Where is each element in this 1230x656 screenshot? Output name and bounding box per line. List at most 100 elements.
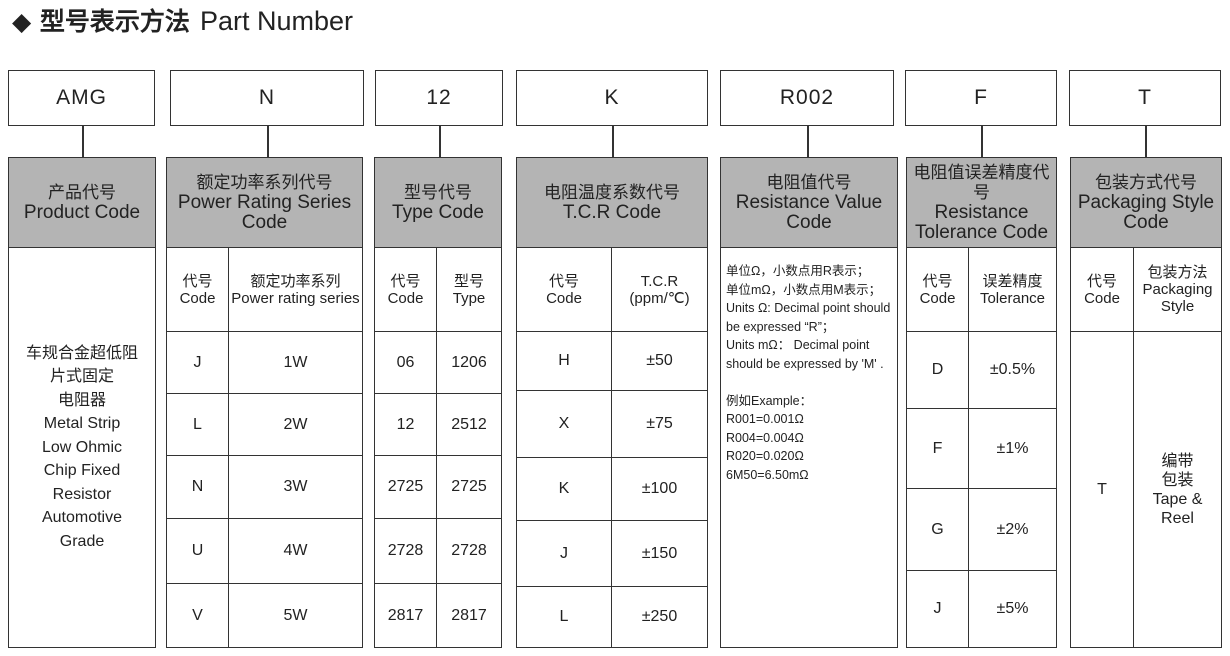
- title-zh: ◆ 型号表示方法: [12, 7, 190, 36]
- table-cell: 2512: [436, 394, 501, 455]
- header-text: 代号: [1086, 272, 1117, 290]
- table-row: J ±5%: [907, 571, 1056, 647]
- table-cell: J: [933, 600, 942, 617]
- column-body: 代号 Code 额定功率系列 Power rating series J 1W L 2W N 3W…: [167, 248, 362, 647]
- header-en: T.C.R Code: [562, 201, 662, 223]
- header-zh: 产品代号: [48, 182, 116, 203]
- table-header-row: 代号 Code 型号 Type: [375, 248, 501, 332]
- header-zh: 电阻温度系数代号: [544, 182, 680, 203]
- column-0: 产品代号 Product Code 车规合金超低阻 片式固定 电阻器 Metal Stri…: [8, 157, 156, 648]
- cell-text: Tape & Reel: [1152, 490, 1203, 527]
- table-cell: J: [560, 544, 568, 562]
- column-5: 电阻值误差精度代号 Resistance Tolerance Code 代号 Code…: [906, 157, 1057, 648]
- table-cell: L: [559, 608, 569, 625]
- table-cell: G: [931, 520, 944, 538]
- code-box-2: 12: [375, 70, 503, 126]
- cell-text: 包装: [1161, 471, 1194, 489]
- column-3: 电阻温度系数代号 T.C.R Code 代号 Code T.C.R (ppm/℃) H ±50…: [516, 157, 708, 648]
- connector-line: [267, 126, 269, 157]
- table-header-cell: T.C.R (ppm/℃): [611, 248, 707, 331]
- column-6: 包装方式代号 Packaging Style Code 代号 Code 包装方法 Pack…: [1070, 157, 1222, 648]
- table-cell: ±2%: [968, 489, 1056, 570]
- header-text: Tolerance: [979, 289, 1046, 307]
- connector-line: [807, 126, 809, 157]
- header-en: Power Rating Series Code: [177, 191, 352, 233]
- table-header-cell: 代号 Code: [517, 248, 611, 331]
- table-header-cell: 包装方法 Packaging Style: [1133, 248, 1221, 331]
- table-row: L 2W: [167, 394, 362, 456]
- table-row: G ±2%: [907, 489, 1056, 571]
- column-header: 电阻值误差精度代号 Resistance Tolerance Code: [907, 158, 1056, 248]
- table-header-cell: 代号 Code: [907, 248, 968, 331]
- header-en: Resistance Value Code: [735, 191, 883, 233]
- header-text: (ppm/℃): [629, 289, 690, 307]
- note-line: 6M50=6.50mΩ: [726, 467, 809, 482]
- column-body: 车规合金超低阻 片式固定 电阻器 Metal Strip Low Ohmic Chip F…: [9, 248, 155, 647]
- table-header-cell: 代号 Code: [1071, 248, 1133, 331]
- table-cell: ±1%: [968, 409, 1056, 488]
- table-row: 2817 2817: [375, 584, 501, 647]
- table-cell: U: [191, 542, 204, 559]
- note-line: R020=0.020Ω: [726, 449, 804, 463]
- column-body: 代号 Code T.C.R (ppm/℃) H ±50 X ±75 K ±100 J ±150 L ±25…: [517, 248, 707, 647]
- table-cell: 1206: [436, 332, 501, 393]
- column-header: 产品代号 Product Code: [9, 158, 155, 248]
- header-text: Packaging Style: [1142, 281, 1213, 315]
- header-text: Power rating series: [231, 289, 360, 307]
- connector-line: [981, 126, 983, 157]
- connector-line: [1145, 126, 1147, 157]
- table-header-row: 代号 Code 误差精度 Tolerance: [907, 248, 1056, 332]
- code-box-6: T: [1069, 70, 1221, 126]
- header-text: 代号: [548, 272, 579, 290]
- table-row: H ±50: [517, 332, 707, 391]
- code-box-4: R002: [720, 70, 894, 126]
- description-line: Chip Fixed: [43, 462, 121, 480]
- table-cell: T: [1097, 480, 1107, 498]
- table-row: T 编带 包装 Tape & Reel: [1071, 332, 1221, 647]
- header-en: Product Code: [23, 201, 141, 223]
- table-cell: ±75: [611, 391, 707, 457]
- table-cell: 2817: [387, 606, 424, 624]
- note-line: 例如Example：: [726, 393, 813, 408]
- header-text: 代号: [390, 272, 421, 290]
- description-line: Resistor: [52, 485, 112, 503]
- resistance-notes: 单位Ω，小数点用R表示； 单位mΩ，小数点用M表示； Units Ω: Decima…: [721, 248, 897, 498]
- header-text: Code: [919, 289, 956, 307]
- description-line: Grade: [59, 532, 105, 550]
- table-row: F ±1%: [907, 409, 1056, 489]
- table-cell: N: [191, 478, 204, 495]
- note-line: Units mΩ： Decimal point should be expres…: [726, 338, 884, 371]
- description-line: Low Ohmic: [41, 438, 123, 456]
- header-text: 代号: [922, 272, 953, 290]
- header-text: Code: [1084, 289, 1120, 307]
- column-header: 额定功率系列代号 Power Rating Series Code: [167, 158, 362, 248]
- table-row: J 1W: [167, 332, 362, 394]
- table-cell: 编带 包装 Tape & Reel: [1133, 332, 1221, 647]
- table-row: 06 1206: [375, 332, 501, 394]
- header-zh: 电阻值误差精度代号: [913, 162, 1050, 203]
- column-body: 代号 Code 型号 Type 06 1206 12 2512 2725 2725 2728 2728…: [375, 248, 501, 647]
- table-row: N 3W: [167, 456, 362, 519]
- column-1: 额定功率系列代号 Power Rating Series Code 代号 Code 额定…: [166, 157, 363, 648]
- description-line: Metal Strip: [43, 415, 121, 433]
- table-row: 12 2512: [375, 394, 501, 456]
- note-line: 单位mΩ，小数点用M表示；: [726, 282, 882, 297]
- header-text: T.C.R: [640, 272, 679, 290]
- table-cell: ±5%: [968, 571, 1056, 647]
- table-cell: ±100: [611, 458, 707, 520]
- table-cell: 2728: [387, 542, 424, 559]
- table-cell: V: [192, 606, 203, 624]
- note-line: Units Ω: Decimal point should be express…: [726, 301, 891, 334]
- code-box-1: N: [170, 70, 364, 126]
- table-row: 2725 2725: [375, 456, 501, 519]
- header-text: Type: [452, 289, 486, 307]
- table-row: U 4W: [167, 519, 362, 584]
- header-text: Code: [546, 289, 582, 307]
- table-row: L ±250: [517, 587, 707, 647]
- title-en: Part Number: [199, 6, 353, 36]
- note-line: 单位Ω，小数点用R表示；: [726, 264, 870, 278]
- column-4: 电阻值代号 Resistance Value Code 单位Ω，小数点用R表示； 单位…: [720, 157, 898, 648]
- header-zh: 型号代号: [404, 182, 472, 203]
- table-header-cell: 代号 Code: [375, 248, 436, 331]
- table-header-cell: 型号 Type: [436, 248, 501, 331]
